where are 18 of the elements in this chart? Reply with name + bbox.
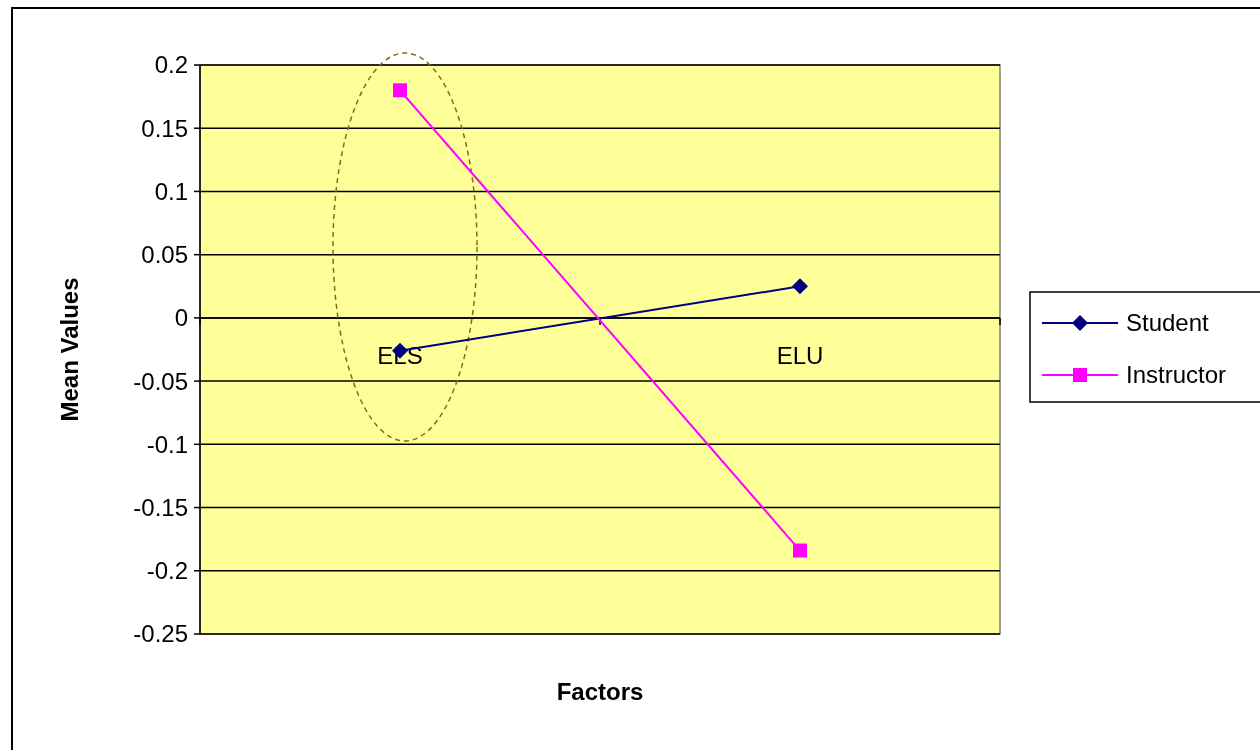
legend-label: Student xyxy=(1126,309,1210,337)
y-tick-label: 0 xyxy=(174,304,188,332)
y-tick-label: -0.05 xyxy=(133,367,188,395)
y-tick-label: -0.1 xyxy=(146,430,188,458)
x-tick-label: ELU xyxy=(776,341,824,369)
y-tick-label: -0.2 xyxy=(146,557,188,585)
legend-label: Instructor xyxy=(1126,361,1227,389)
point xyxy=(792,278,808,295)
y-tick-label: 0.1 xyxy=(154,177,188,205)
y-tick-label: -0.25 xyxy=(133,620,188,648)
point xyxy=(793,543,807,558)
y-tick-label: 0.2 xyxy=(154,51,188,79)
x-axis-title: Factors xyxy=(556,678,644,705)
y-tick-label: 0.05 xyxy=(141,241,188,269)
y-tick-label: 0.15 xyxy=(141,114,188,142)
y-axis-title: Mean Values xyxy=(56,277,83,422)
point xyxy=(393,83,407,98)
y-tick-label: -0.15 xyxy=(133,493,188,521)
